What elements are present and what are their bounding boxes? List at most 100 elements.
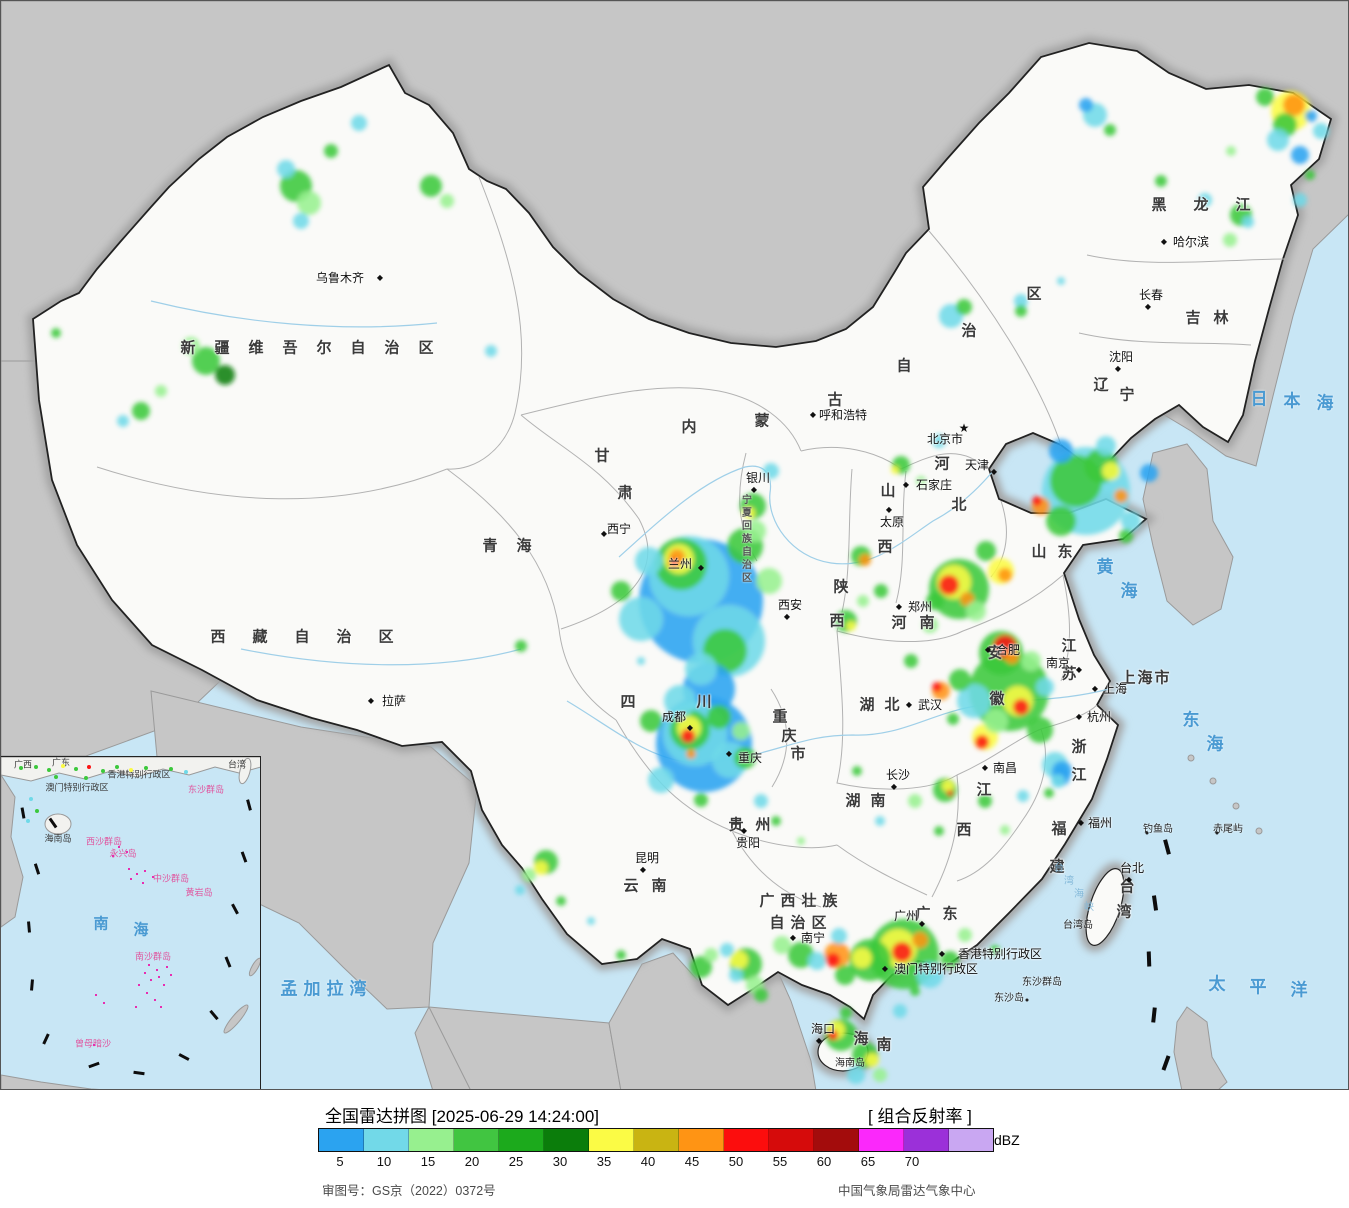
radar-echo xyxy=(685,653,717,685)
radar-echo xyxy=(556,896,566,906)
legend-scale-labels: 5 10 15 20 25 30 35 40 45 50 55 60 65 70 xyxy=(318,1154,978,1169)
scale-color-block xyxy=(724,1129,769,1151)
radar-echo xyxy=(664,685,696,717)
china-radar-map[interactable]: 新疆维吾尔自治区西藏自治区青海甘肃内蒙古自治区黑龙江吉林辽宁山西河北山东河南江苏… xyxy=(0,0,1349,1090)
radar-echo xyxy=(926,592,944,610)
scale-value-label: 60 xyxy=(816,1154,832,1169)
radar-echo xyxy=(788,942,814,968)
radar-echo xyxy=(754,794,768,808)
radar-echo xyxy=(893,1004,907,1018)
radar-echo xyxy=(1283,94,1305,116)
radar-echo xyxy=(908,794,922,808)
radar-echo xyxy=(534,861,548,875)
radar-echo xyxy=(1102,462,1120,480)
radar-echo xyxy=(957,684,991,718)
radar-echo xyxy=(891,466,899,474)
radar-echo xyxy=(324,144,338,158)
radar-echo xyxy=(859,554,871,566)
radar-echo xyxy=(637,657,645,665)
radar-echo xyxy=(956,299,972,315)
radar-echo xyxy=(1014,294,1028,308)
radar-echo xyxy=(619,597,663,641)
radar-echo xyxy=(648,767,674,793)
radar-echo xyxy=(1293,193,1307,207)
radar-echo xyxy=(990,945,1000,955)
radar-echo xyxy=(1305,110,1317,122)
scale-value-label: 50 xyxy=(728,1154,744,1169)
radar-echo xyxy=(1079,98,1093,112)
radar-echo xyxy=(635,547,663,575)
radar-echo xyxy=(1000,825,1010,835)
scale-value-label: 15 xyxy=(420,1154,436,1169)
radar-echo xyxy=(277,160,295,178)
radar-echo xyxy=(756,568,782,594)
scale-color-block xyxy=(454,1129,499,1151)
scale-value-label: 5 xyxy=(336,1154,344,1169)
radar-echo xyxy=(734,747,756,769)
radar-echo xyxy=(912,932,928,948)
south-china-sea-inset[interactable]: 东沙群岛 西沙群岛 永兴岛 中沙群岛 黄岩岛 南沙群岛 曾母暗沙 广西 广东 香港特别行政区 澳门特… xyxy=(1,756,261,1089)
radar-echo xyxy=(440,194,454,208)
radar-echo xyxy=(984,709,1008,733)
radar-echo xyxy=(1046,506,1076,536)
radar-echo xyxy=(941,951,959,969)
radar-echo xyxy=(640,710,662,732)
radar-echo xyxy=(857,595,869,607)
radar-echo xyxy=(611,581,631,601)
radar-echo xyxy=(998,568,1012,582)
radar-echo xyxy=(828,1030,838,1040)
radar-echo xyxy=(1256,88,1274,106)
scale-value-label xyxy=(934,1154,978,1169)
radar-echo xyxy=(1057,277,1065,285)
scale-color-block xyxy=(634,1129,679,1151)
radar-echo xyxy=(669,558,679,568)
radar-echo xyxy=(1155,175,1167,187)
radar-echo xyxy=(1027,717,1053,743)
radar-echo xyxy=(763,463,779,479)
radar-echo xyxy=(1021,651,1041,671)
radar-echo xyxy=(1017,790,1029,802)
radar-echo xyxy=(1119,529,1133,543)
radar-echo xyxy=(797,837,805,845)
radar-echo xyxy=(978,794,992,808)
radar-echo xyxy=(932,682,942,692)
radar-echo xyxy=(947,790,953,796)
radar-echo xyxy=(808,952,826,970)
radar-echo xyxy=(875,816,885,826)
map-canvas xyxy=(1,1,1348,1089)
radar-echo xyxy=(485,345,497,357)
legend-panel: 全国雷达拼图 [2025-06-29 14:24:00] [ 组合反射率 ] d… xyxy=(0,1090,1349,1208)
scale-color-block xyxy=(544,1129,589,1151)
radar-echo xyxy=(732,722,750,740)
scale-value-label: 30 xyxy=(552,1154,568,1169)
radar-echo xyxy=(351,115,367,131)
legend-source-credit: 中国气象局雷达气象中心 xyxy=(838,1184,976,1198)
radar-echo xyxy=(1051,774,1065,788)
radar-echo xyxy=(155,385,167,397)
radar-echo xyxy=(966,601,986,621)
radar-echo xyxy=(192,347,220,375)
scale-value-label: 35 xyxy=(596,1154,612,1169)
radar-echo xyxy=(1140,464,1158,482)
radar-echo xyxy=(182,337,200,355)
scale-value-label: 10 xyxy=(376,1154,392,1169)
legend-scale-bar xyxy=(318,1128,994,1152)
scale-color-block xyxy=(499,1129,544,1151)
radar-echo xyxy=(515,885,525,895)
radar-echo xyxy=(840,1007,852,1019)
radar-echo xyxy=(976,541,996,561)
scale-value-label: 20 xyxy=(464,1154,480,1169)
radar-echo xyxy=(934,826,944,836)
legend-title: 全国雷达拼图 [2025-06-29 14:24:00] xyxy=(325,1107,600,1126)
radar-echo xyxy=(1104,124,1116,136)
radar-echo xyxy=(831,928,847,944)
scale-color-block xyxy=(409,1129,454,1151)
scale-color-block xyxy=(814,1129,859,1151)
radar-echo xyxy=(932,434,946,448)
radar-echo xyxy=(942,780,954,792)
scale-value-label: 55 xyxy=(772,1154,788,1169)
radar-echo xyxy=(729,968,743,982)
radar-echo xyxy=(922,617,938,633)
radar-echo xyxy=(704,948,718,962)
